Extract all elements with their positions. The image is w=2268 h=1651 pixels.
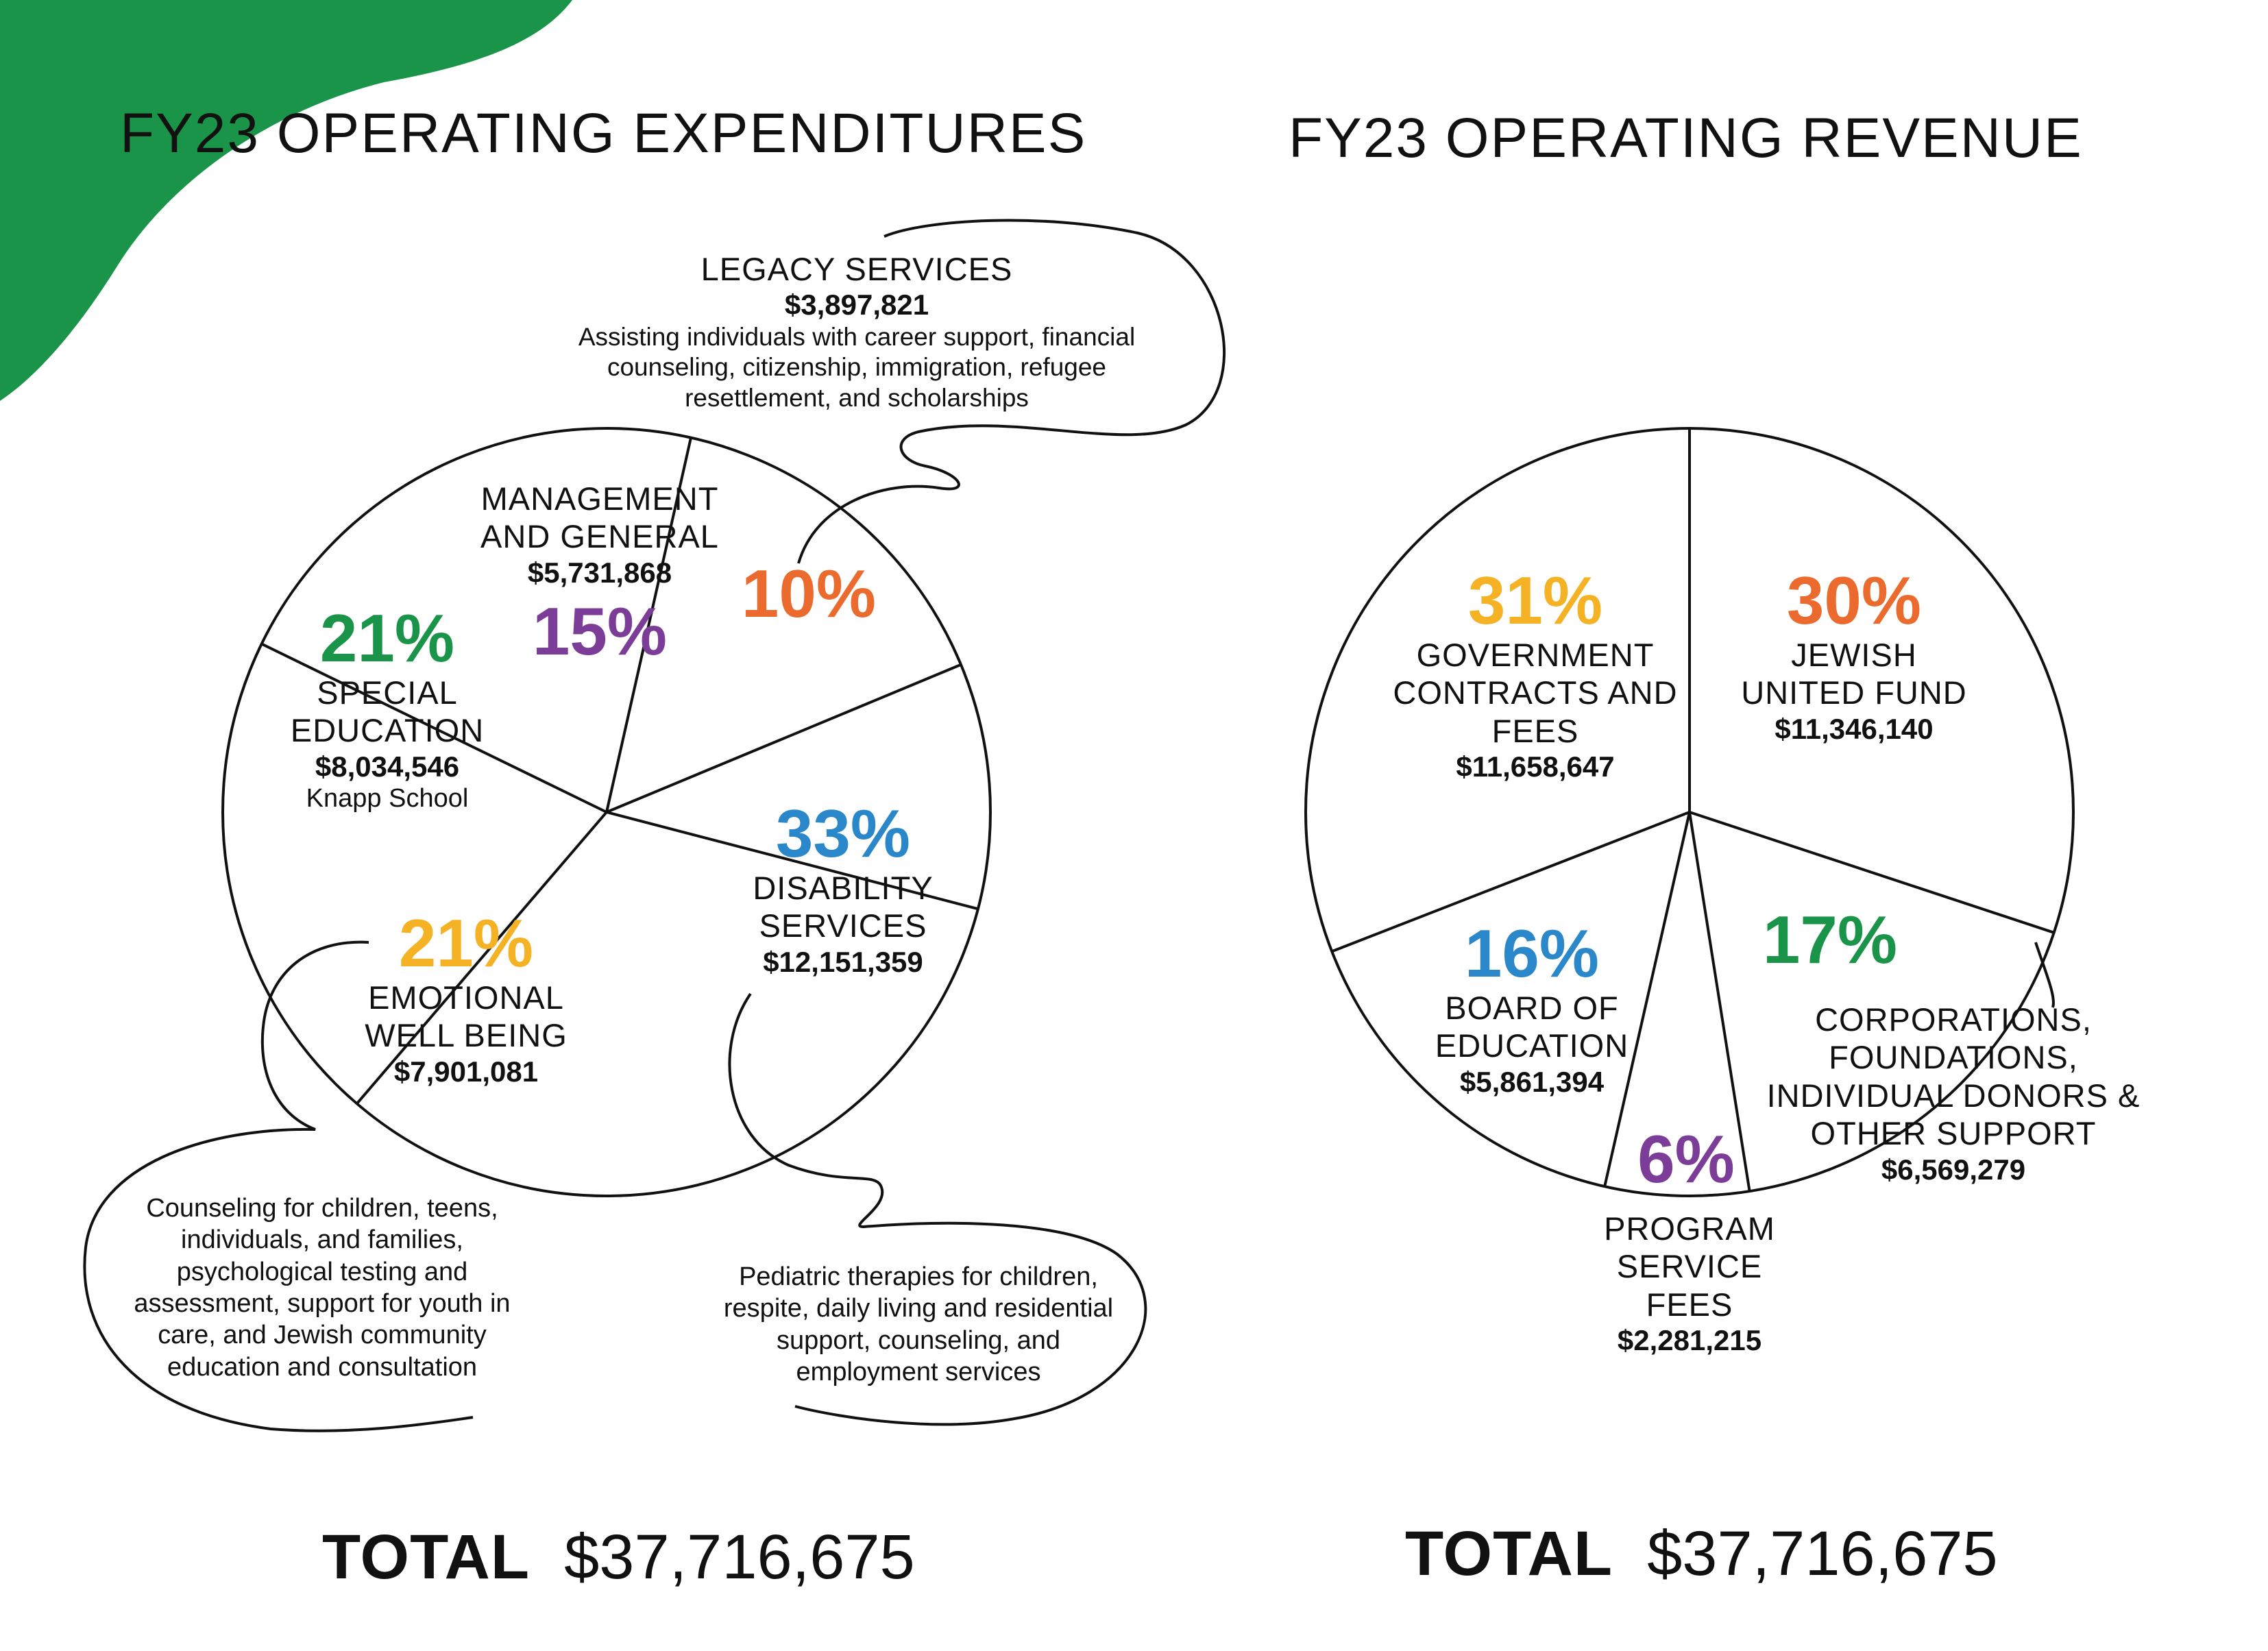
name-corporations: CORPORATIONS, FOUNDATIONS, INDIVIDUAL DO… <box>1766 1001 2141 1152</box>
desc-disability-services: Pediatric therapies for children, respit… <box>723 1262 1114 1387</box>
label-program-fees: PROGRAM SERVICE FEES $2,281,215 <box>1570 1210 1809 1358</box>
amount-program-fees: $2,281,215 <box>1617 1324 1762 1357</box>
expenditures-pie-outline <box>221 427 992 1197</box>
label-jewish-united-fund: 30% JEWISH UNITED FUND $11,346,140 <box>1737 565 1971 746</box>
expenditures-title: FY23 OPERATING EXPENDITURES <box>120 102 1087 164</box>
label-legacy-pct: 10% <box>723 559 894 629</box>
pct-emotional-well-being: 21% <box>398 905 534 981</box>
label-board-of-education: 16% BOARD OF EDUCATION $5,861,394 <box>1409 918 1655 1099</box>
pct-board-of-education: 16% <box>1464 916 1600 991</box>
revenue-total-label: TOTAL <box>1405 1519 1613 1589</box>
amount-board-of-education: $5,861,394 <box>1459 1065 1605 1098</box>
label-government-contracts: 31% GOVERNMENT CONTRACTS AND FEES $11,65… <box>1391 565 1679 784</box>
expenditures-total-value: $37,716,675 <box>564 1522 915 1592</box>
expenditures-total-label: TOTAL <box>322 1522 531 1592</box>
desc-emotional-well-being: Counseling for children, teens, individu… <box>134 1194 511 1382</box>
name-jewish-united-fund: JEWISH UNITED FUND <box>1741 636 1967 711</box>
amount-management-general: $5,731,868 <box>527 556 672 589</box>
expenditures-slice-divider-1 <box>605 437 692 813</box>
label-program-fees-pct: 6% <box>1618 1124 1755 1195</box>
label-emotional-well-being: 21% EMOTIONAL WELL BEING $7,901,081 <box>339 908 593 1088</box>
revenue-slice-divider-3 <box>1603 811 1691 1187</box>
name-disability-services: DISABILITY SERVICES <box>753 869 934 944</box>
label-corporations-pct: 17% <box>1741 905 1919 975</box>
corporations-callout-curve <box>2034 942 2055 1008</box>
revenue-slice-divider-4 <box>1331 811 1690 953</box>
expenditures-pie <box>221 427 992 1197</box>
expenditures-total: TOTAL $37,716,675 <box>322 1521 915 1593</box>
revenue-total-value: $37,716,675 <box>1647 1519 1998 1589</box>
revenue-slice-divider-1 <box>1689 811 2055 934</box>
pct-management-general: 15% <box>532 594 668 670</box>
pct-jewish-united-fund: 30% <box>1786 563 1922 638</box>
expenditures-slice-divider-2 <box>606 663 962 814</box>
name-emotional-well-being: EMOTIONAL WELL BEING <box>365 979 568 1054</box>
amount-special-education: $8,034,546 <box>315 750 460 783</box>
name-management-general: MANAGEMENT AND GENERAL <box>480 480 719 555</box>
name-legacy-services: LEGACY SERVICES <box>700 251 1013 287</box>
label-corporations: CORPORATIONS, FOUNDATIONS, INDIVIDUAL DO… <box>1761 1001 2145 1186</box>
revenue-pie <box>1304 427 2075 1197</box>
pct-program-fees: 6% <box>1637 1121 1735 1197</box>
name-program-fees: PROGRAM SERVICE FEES <box>1604 1210 1775 1323</box>
name-board-of-education: BOARD OF EDUCATION <box>1435 989 1629 1064</box>
pct-government-contracts: 31% <box>1467 563 1603 638</box>
callout-curves <box>83 219 2055 1432</box>
expenditures-slice-divider-0 <box>260 642 607 814</box>
amount-legacy-services: $3,897,821 <box>784 289 929 321</box>
amount-emotional-well-being: $7,901,081 <box>393 1055 539 1088</box>
revenue-slice-divider-2 <box>1688 811 1751 1192</box>
label-special-education: 21% SPECIAL EDUCATION $8,034,546 Knapp S… <box>257 603 517 814</box>
amount-disability-services: $12,151,359 <box>763 945 923 978</box>
disability-callout-curve <box>728 992 1147 1426</box>
amount-jewish-united-fund: $11,346,140 <box>1775 712 1934 745</box>
revenue-total: TOTAL $37,716,675 <box>1405 1518 1998 1590</box>
legacy-callout-curve <box>797 219 1226 564</box>
expenditures-slice-divider-3 <box>606 811 979 911</box>
emotional-callout-curve <box>83 940 474 1432</box>
revenue-title: FY23 OPERATING REVENUE <box>1289 107 2083 169</box>
expenditures-slice-divider-4 <box>356 811 608 1105</box>
note-special-education: Knapp School <box>306 784 469 814</box>
amount-government-contracts: $11,658,647 <box>1456 750 1615 783</box>
label-disability-services: 33% DISABILITY SERVICES $12,151,359 <box>727 798 960 979</box>
pct-corporations: 17% <box>1762 902 1898 977</box>
pct-legacy-services: 10% <box>741 556 877 631</box>
desc-legacy-services: Assisting individuals with career suppor… <box>578 323 1136 412</box>
label-management-general: MANAGEMENT AND GENERAL $5,731,868 15% <box>466 480 733 667</box>
name-government-contracts: GOVERNMENT CONTRACTS AND FEES <box>1393 636 1678 749</box>
pct-disability-services: 33% <box>775 796 911 871</box>
label-legacy-services: LEGACY SERVICES $3,897,821 Assisting ind… <box>528 250 1186 413</box>
name-special-education: SPECIAL EDUCATION <box>290 674 485 749</box>
green-corner-blob <box>0 0 572 401</box>
amount-corporations: $6,569,279 <box>1881 1153 2026 1186</box>
pct-special-education: 21% <box>319 600 455 676</box>
